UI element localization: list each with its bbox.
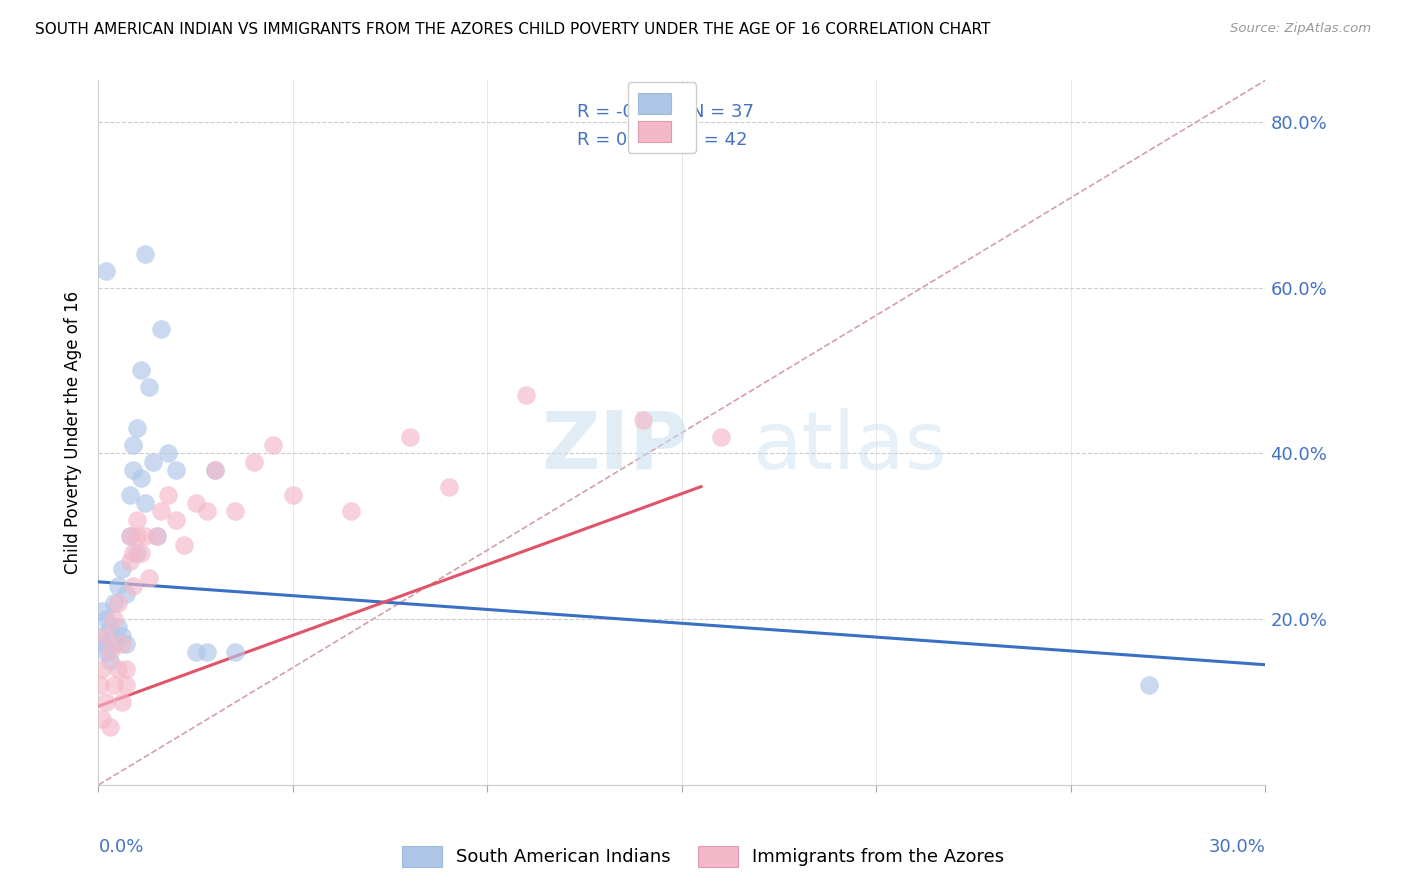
Point: [89, 678, 111, 692]
Point: [224, 504, 246, 518]
Text: R = 0.505   N = 42: R = 0.505 N = 42: [576, 131, 748, 149]
Point: [122, 463, 145, 477]
Point: [157, 488, 180, 502]
Point: [98, 645, 121, 659]
Text: R = -0.113   N = 37: R = -0.113 N = 37: [576, 103, 754, 121]
Point: [129, 546, 152, 560]
Point: [89, 629, 111, 643]
Y-axis label: Child Poverty Under the Age of 16: Child Poverty Under the Age of 16: [65, 291, 83, 574]
Point: [184, 645, 207, 659]
Point: [157, 446, 180, 460]
Legend: , : ,: [627, 82, 696, 153]
Point: [111, 629, 134, 643]
Point: [710, 430, 733, 444]
Point: [107, 620, 129, 634]
Text: ZIP: ZIP: [541, 408, 689, 486]
Text: Source: ZipAtlas.com: Source: ZipAtlas.com: [1230, 22, 1371, 36]
Point: [96, 629, 118, 643]
Point: [138, 571, 160, 585]
Point: [122, 438, 145, 452]
Point: [98, 654, 121, 668]
Point: [129, 363, 152, 377]
Text: SOUTH AMERICAN INDIAN VS IMMIGRANTS FROM THE AZORES CHILD POVERTY UNDER THE AGE : SOUTH AMERICAN INDIAN VS IMMIGRANTS FROM…: [35, 22, 990, 37]
Point: [149, 322, 172, 336]
Point: [103, 678, 125, 692]
Point: [98, 620, 121, 634]
Point: [114, 637, 136, 651]
Point: [127, 421, 149, 435]
Point: [103, 596, 125, 610]
Point: [129, 471, 152, 485]
Point: [204, 463, 226, 477]
Point: [127, 513, 149, 527]
Point: [111, 562, 134, 576]
Point: [165, 463, 187, 477]
Point: [173, 537, 195, 551]
Point: [195, 645, 218, 659]
Point: [107, 662, 129, 676]
Point: [96, 264, 118, 278]
Point: [134, 496, 156, 510]
Point: [127, 546, 149, 560]
Point: [96, 612, 118, 626]
Point: [118, 529, 141, 543]
Point: [437, 479, 460, 493]
Point: [122, 546, 145, 560]
Point: [149, 504, 172, 518]
Point: [114, 587, 136, 601]
Point: [340, 504, 363, 518]
Point: [262, 438, 284, 452]
Point: [515, 388, 537, 402]
Text: 30.0%: 30.0%: [1209, 838, 1265, 855]
Point: [398, 430, 420, 444]
Point: [134, 247, 156, 261]
Point: [107, 596, 129, 610]
Point: [96, 695, 118, 709]
Point: [114, 662, 136, 676]
Point: [1137, 678, 1160, 692]
Point: [111, 637, 134, 651]
Point: [114, 678, 136, 692]
Legend: South American Indians, Immigrants from the Azores: South American Indians, Immigrants from …: [395, 838, 1011, 874]
Point: [134, 529, 156, 543]
Point: [195, 504, 218, 518]
Point: [118, 554, 141, 568]
Point: [127, 529, 149, 543]
Point: [111, 695, 134, 709]
Point: [118, 529, 141, 543]
Point: [103, 637, 125, 651]
Point: [184, 496, 207, 510]
Point: [204, 463, 226, 477]
Point: [91, 712, 114, 726]
Point: [281, 488, 304, 502]
Point: [122, 579, 145, 593]
Point: [96, 645, 118, 659]
Point: [118, 488, 141, 502]
Point: [146, 529, 169, 543]
Point: [98, 720, 121, 734]
Text: 0.0%: 0.0%: [98, 838, 143, 855]
Point: [224, 645, 246, 659]
Point: [146, 529, 169, 543]
Point: [103, 612, 125, 626]
Point: [138, 380, 160, 394]
Point: [91, 604, 114, 618]
Point: [165, 513, 187, 527]
Point: [93, 637, 115, 651]
Text: atlas: atlas: [752, 408, 946, 486]
Point: [631, 413, 654, 427]
Point: [243, 455, 266, 469]
Point: [107, 579, 129, 593]
Point: [91, 662, 114, 676]
Point: [142, 455, 165, 469]
